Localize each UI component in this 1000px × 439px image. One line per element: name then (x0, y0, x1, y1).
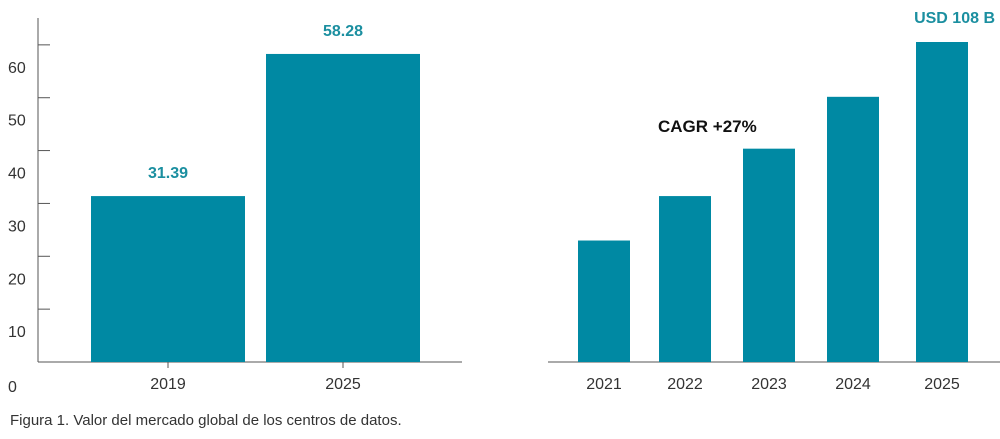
x-tick-label-2023-right: 2023 (751, 376, 787, 393)
value-label-2025-right: USD 108 B (914, 10, 995, 27)
value-label-2019: 31.39 (148, 165, 188, 182)
left-y-tick-label: 50 (8, 113, 26, 130)
left-y-tick-label: 0 (8, 379, 17, 396)
left-y-tick-label: 60 (8, 60, 26, 77)
left-y-tick-label: 20 (8, 271, 26, 288)
x-tick-label-2025-right: 2025 (924, 376, 960, 393)
x-tick-label-2019: 2019 (150, 376, 186, 393)
x-tick-label-2022-right: 2022 (667, 376, 703, 393)
bar-2022-right (659, 196, 711, 362)
left-y-tick-label: 30 (8, 218, 26, 235)
bar-2025 (266, 53, 420, 362)
cagr-annotation: CAGR +27% (658, 117, 757, 136)
bar-2023-right (743, 148, 795, 362)
bar-2019 (91, 196, 245, 362)
bar-2025-right (916, 42, 968, 362)
left-y-tick-label: 10 (8, 324, 26, 341)
bar-2021-right (578, 240, 630, 362)
bar-2024-right (827, 96, 879, 362)
x-tick-label-2021-right: 2021 (586, 376, 622, 393)
value-label-2025: 58.28 (323, 23, 363, 40)
x-tick-label-2024-right: 2024 (835, 376, 871, 393)
left-y-tick-label: 40 (8, 166, 26, 183)
x-tick-label-2025: 2025 (325, 376, 361, 393)
figure-caption: Figura 1. Valor del mercado global de lo… (10, 412, 402, 429)
